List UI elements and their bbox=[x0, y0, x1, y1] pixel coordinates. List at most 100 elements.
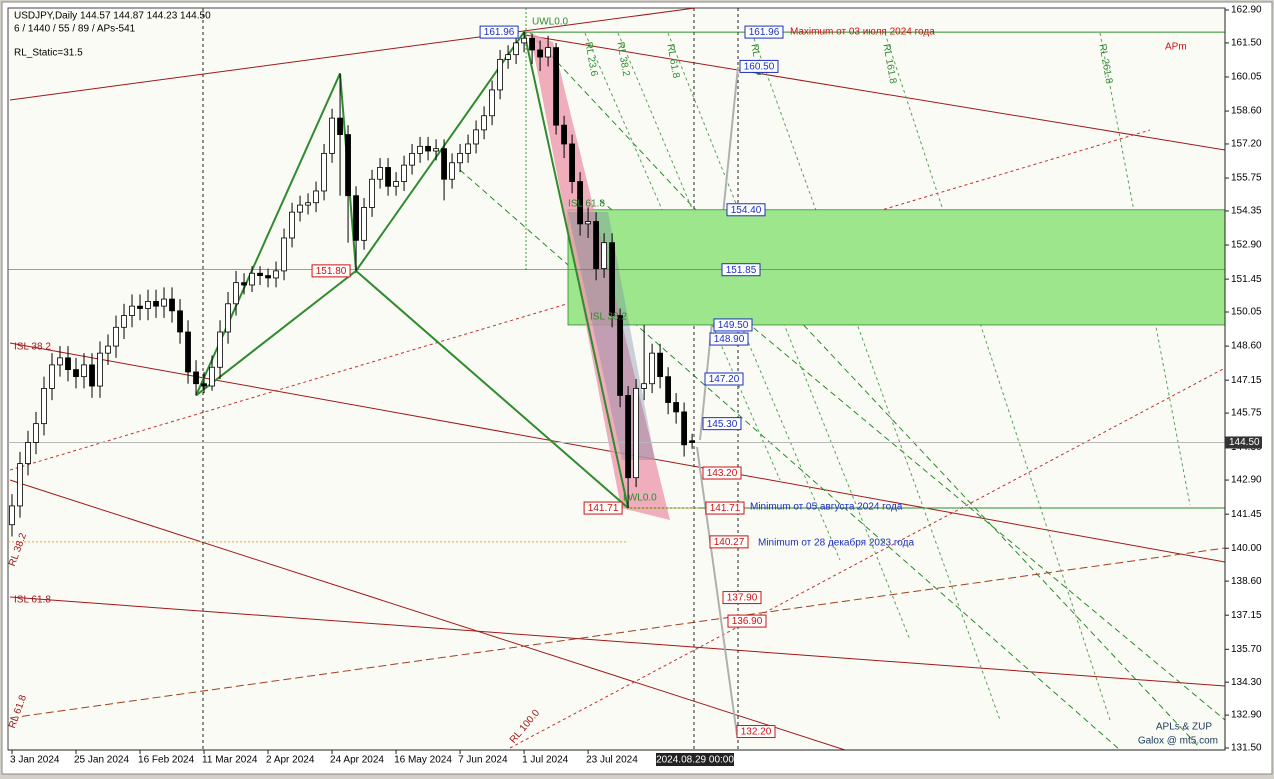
candle-body bbox=[73, 369, 79, 378]
x-tick-label: 3 Jan 2024 bbox=[10, 755, 60, 766]
level-box bbox=[705, 501, 745, 515]
candle-body bbox=[665, 376, 672, 403]
candle-body bbox=[329, 117, 335, 154]
y-tick-label: 151.45 bbox=[1231, 274, 1262, 285]
candle-body bbox=[585, 221, 591, 225]
candle-body bbox=[97, 352, 103, 387]
candle-body bbox=[281, 237, 287, 272]
note: Minimum от 28 декабря 2023 года bbox=[758, 537, 914, 549]
x-tick-label: 23 Jul 2024 bbox=[586, 755, 638, 766]
candle-body bbox=[193, 371, 199, 385]
level-label: 151.85 bbox=[726, 265, 757, 276]
candle-body bbox=[137, 305, 143, 309]
candle-body bbox=[385, 167, 391, 187]
candle-body bbox=[609, 242, 615, 316]
note: Minimum от 05 августа 2024 года bbox=[750, 502, 903, 513]
level-box bbox=[311, 264, 351, 278]
candle-body bbox=[25, 442, 31, 465]
trend-line bbox=[9, 479, 846, 750]
level-label: 160.50 bbox=[744, 62, 775, 73]
y-tick-label: 147.15 bbox=[1231, 375, 1262, 386]
candle-body bbox=[361, 207, 367, 241]
candle-body bbox=[417, 145, 423, 154]
pattern-line bbox=[195, 270, 357, 397]
level-label: 161.96 bbox=[484, 27, 515, 38]
level-box bbox=[739, 59, 779, 73]
candle-body bbox=[657, 352, 664, 378]
candle-body bbox=[441, 148, 447, 180]
corner-label: APm bbox=[1165, 42, 1187, 53]
static-note: RL_Static=31.5 bbox=[14, 48, 83, 59]
candle-body bbox=[393, 181, 399, 187]
level-box bbox=[479, 25, 519, 39]
y-tick-label: 141.45 bbox=[1231, 509, 1262, 520]
candle-body bbox=[377, 167, 383, 180]
level-box bbox=[721, 263, 761, 277]
candle-body bbox=[65, 357, 71, 370]
x-tick-label: 2 Apr 2024 bbox=[266, 755, 315, 766]
level-label: 137.90 bbox=[727, 593, 758, 604]
level-box bbox=[726, 203, 766, 217]
y-tick-label: 138.60 bbox=[1231, 576, 1262, 587]
candle-body bbox=[81, 364, 87, 378]
x-tick-label: 24 Apr 2024 bbox=[330, 755, 384, 766]
candle-body bbox=[9, 505, 15, 526]
level-label: 132.20 bbox=[741, 727, 772, 738]
candle-body bbox=[241, 282, 247, 286]
candle-body bbox=[545, 47, 551, 58]
candle-body bbox=[649, 352, 656, 385]
candle-body bbox=[273, 270, 279, 279]
y-tick-label: 160.05 bbox=[1231, 72, 1262, 83]
trend-line bbox=[529, 32, 1201, 749]
candle-body bbox=[673, 402, 680, 413]
trend-line bbox=[696, 446, 738, 736]
candle-body bbox=[473, 129, 479, 145]
candle-body bbox=[209, 366, 215, 387]
candle-body bbox=[489, 89, 495, 117]
candle-body bbox=[505, 54, 511, 60]
x-tick-label: 1 Jul 2024 bbox=[522, 755, 569, 766]
zone bbox=[567, 209, 1225, 326]
candle-body bbox=[521, 37, 527, 44]
candle-body bbox=[457, 152, 463, 164]
trend-line bbox=[524, 34, 1225, 151]
line-label: LWL0.0 bbox=[623, 493, 657, 504]
candle-body bbox=[265, 275, 271, 279]
y-tick-label: 158.60 bbox=[1231, 106, 1262, 117]
level-box bbox=[722, 591, 762, 605]
candle-body bbox=[497, 58, 503, 91]
level-label: 147.20 bbox=[709, 374, 740, 385]
candle-body bbox=[89, 364, 95, 387]
level-label: 141.71 bbox=[588, 503, 619, 514]
level-label: 148.90 bbox=[714, 334, 745, 345]
candle-body bbox=[345, 134, 351, 197]
candle-body bbox=[321, 152, 327, 192]
y-tick-label: 145.75 bbox=[1231, 408, 1262, 419]
trend-line bbox=[509, 367, 1225, 749]
line-label: ISL 61.8 bbox=[14, 595, 51, 606]
candle-body bbox=[49, 364, 55, 389]
candle-body bbox=[369, 178, 375, 208]
y-tick-label: 142.90 bbox=[1231, 475, 1262, 486]
time-marker: 2024.08.29 00:00 bbox=[656, 755, 734, 766]
candle-body bbox=[233, 282, 239, 305]
y-tick-label: 134.30 bbox=[1231, 677, 1262, 688]
pattern-line bbox=[355, 270, 629, 509]
candle-body bbox=[305, 202, 311, 206]
candle-body bbox=[41, 388, 47, 425]
level-box bbox=[736, 725, 776, 739]
y-tick-label: 152.90 bbox=[1231, 240, 1262, 251]
candle-body bbox=[641, 383, 648, 389]
y-tick-label: 161.50 bbox=[1231, 38, 1262, 49]
candle-body bbox=[401, 164, 407, 182]
candle-body bbox=[57, 357, 63, 366]
y-tick-label: 155.75 bbox=[1231, 173, 1262, 184]
candle-body bbox=[289, 211, 295, 239]
candle-body bbox=[313, 190, 319, 204]
candle-body bbox=[249, 272, 255, 286]
level-label: 161.96 bbox=[749, 27, 780, 38]
time-marker-box bbox=[656, 753, 734, 766]
overlay-group: 161.96 160.50 154.40 151.85 149.50 148.90 147.… bbox=[8, 5, 1271, 768]
